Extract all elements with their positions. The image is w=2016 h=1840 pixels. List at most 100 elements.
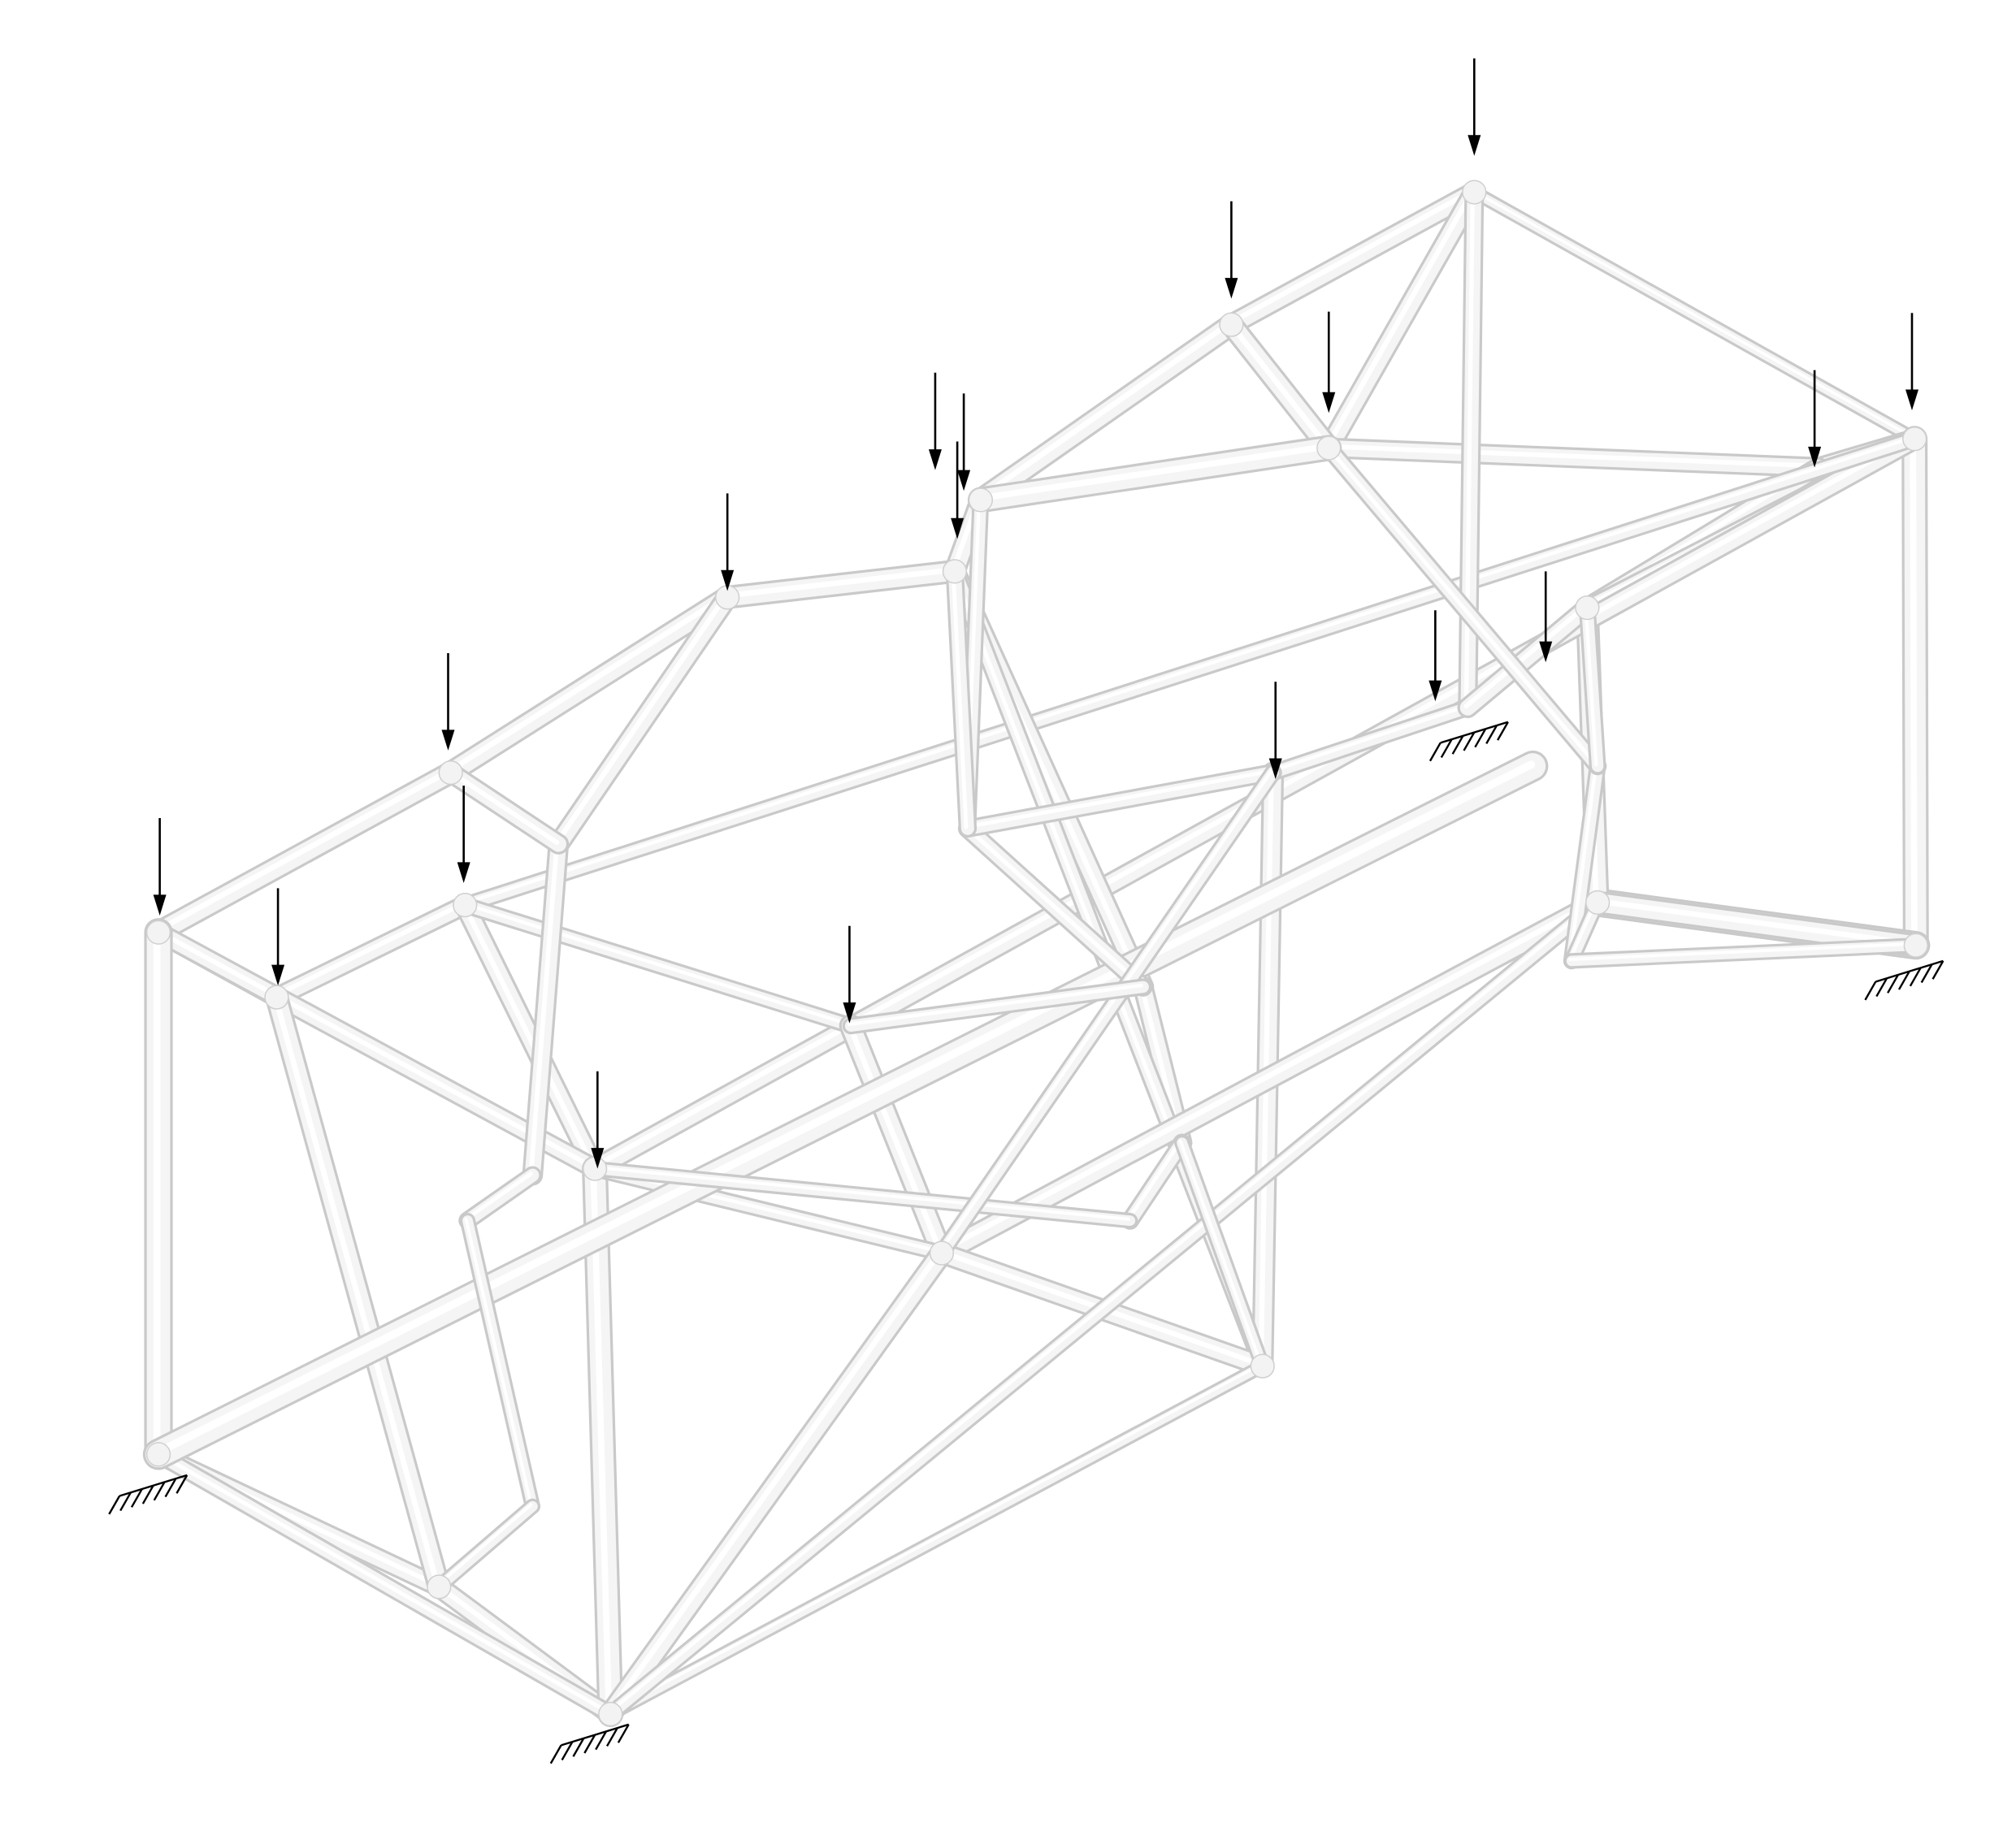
- truss-member: [1317, 180, 1485, 460]
- truss-member: [1220, 180, 1485, 336]
- truss-member: [547, 586, 739, 855]
- truss-member: [957, 818, 1153, 997]
- truss-member: [1585, 890, 1928, 958]
- truss-joint: [1902, 426, 1927, 452]
- truss-member: [1901, 426, 1929, 959]
- load-arrow-head: [721, 569, 735, 591]
- truss-member-stroke: [1123, 1136, 1189, 1227]
- truss-member-stroke: [272, 993, 440, 1588]
- load-arrow-head: [457, 862, 470, 883]
- truss-member: [265, 985, 451, 1599]
- truss-member-stroke: [1324, 444, 1598, 767]
- truss-member: [439, 585, 739, 785]
- truss-joint: [1219, 312, 1244, 337]
- truss-member-stroke: [935, 766, 1279, 1259]
- downward-load-arrow-icon: [271, 888, 285, 986]
- truss-member-stroke: [964, 825, 1144, 988]
- truss-member: [459, 1212, 540, 1514]
- load-arrow-head: [1268, 758, 1282, 780]
- load-arrow-head: [928, 449, 942, 470]
- truss-member: [456, 430, 1923, 914]
- support-hatch-line: [1497, 721, 1509, 741]
- truss-member-stroke: [446, 593, 729, 774]
- support-hatch-line: [176, 1474, 189, 1494]
- downward-load-arrow-icon: [1539, 571, 1553, 663]
- truss-member: [967, 435, 1342, 513]
- truss-member-stroke: [154, 1451, 611, 1715]
- truss-joint: [264, 985, 289, 1010]
- truss-joint: [453, 893, 478, 918]
- truss-member: [603, 1358, 1270, 1721]
- truss-member-stroke: [607, 898, 1598, 1715]
- support-hatch-line: [1474, 728, 1487, 748]
- truss-member-stroke: [154, 928, 596, 1170]
- load-arrow-head: [957, 470, 971, 491]
- truss-member: [458, 1166, 542, 1230]
- load-arrow-head: [1429, 680, 1442, 702]
- support-hatch-line: [572, 1738, 585, 1757]
- truss-member: [1457, 597, 1598, 718]
- support-hatch-line: [141, 1485, 154, 1504]
- support-hatch-line: [1451, 735, 1464, 755]
- support-hatch-line: [1429, 742, 1442, 762]
- truss-joint: [1903, 933, 1928, 958]
- truss-member: [1264, 699, 1476, 781]
- load-arrow-head: [591, 1148, 605, 1169]
- truss-member: [1121, 1133, 1191, 1230]
- downward-load-arrow-icon: [843, 925, 856, 1024]
- truss-member: [148, 921, 605, 1180]
- truss-member: [146, 760, 463, 945]
- downward-load-arrow-icon: [457, 786, 470, 883]
- pinned-support-hatch-icon: [1429, 721, 1509, 762]
- truss-member-stroke: [433, 1500, 538, 1592]
- support-hatch-line: [1909, 967, 1922, 987]
- support-hatch-line: [1485, 725, 1498, 745]
- downward-load-arrow-icon: [1429, 610, 1442, 702]
- truss-member-stroke: [464, 1171, 533, 1222]
- truss-member: [142, 750, 1549, 1470]
- load-arrow-head: [1539, 641, 1553, 663]
- truss-member: [587, 1161, 1138, 1229]
- truss-member-stroke: [722, 567, 956, 599]
- truss-member-stroke: [938, 769, 1273, 1253]
- truss-joint: [929, 1240, 955, 1266]
- truss-member: [456, 896, 860, 1035]
- support-hatch-line: [130, 1488, 143, 1508]
- truss-member: [522, 833, 570, 1186]
- support-hatch-line: [1875, 977, 1888, 998]
- downward-load-arrow-icon: [951, 441, 965, 539]
- truss-member-stroke: [606, 1249, 943, 1716]
- truss-member-stroke: [462, 902, 852, 1027]
- support-hatch-line: [1897, 971, 1910, 990]
- truss-member-stroke: [1568, 942, 1916, 961]
- downward-load-arrow-icon: [1225, 201, 1238, 299]
- truss-member: [1219, 313, 1341, 460]
- support-hatch-line: [119, 1491, 132, 1512]
- load-arrows: [153, 58, 1918, 1169]
- support-hatch-line: [1864, 981, 1877, 1001]
- truss-member-stroke: [607, 1363, 1263, 1714]
- truss-member-stroke: [1269, 704, 1468, 773]
- truss-member: [582, 1155, 624, 1728]
- pinned-support-hatch-icon: [1864, 959, 1944, 1001]
- load-arrow-head: [843, 1002, 856, 1024]
- truss-member: [1563, 937, 1924, 969]
- truss-joint: [1250, 1353, 1275, 1379]
- downward-load-arrow-icon: [1905, 313, 1918, 411]
- truss-nodes: [145, 180, 1928, 1727]
- truss-member: [149, 1445, 620, 1724]
- load-arrow-head: [153, 894, 167, 916]
- truss-member: [1578, 599, 1606, 775]
- pinned-support-hatch-icon: [108, 1474, 189, 1515]
- truss-member-stroke: [1593, 898, 1918, 947]
- truss-member-stroke: [846, 1021, 943, 1254]
- truss-member-stroke: [459, 433, 1921, 911]
- truss-member-stroke: [1267, 701, 1474, 779]
- truss-member-stroke: [153, 760, 1536, 1457]
- truss-member: [969, 313, 1243, 512]
- support-hatch-line: [1440, 738, 1453, 759]
- truss-member-stroke: [462, 435, 1915, 906]
- load-arrow-head: [1322, 392, 1336, 413]
- truss-member-stroke: [461, 901, 596, 1170]
- truss-joint: [1575, 595, 1600, 621]
